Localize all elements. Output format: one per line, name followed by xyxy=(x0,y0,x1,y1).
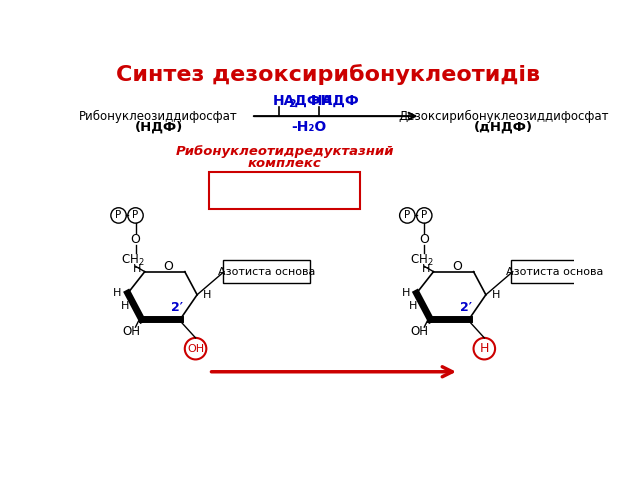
FancyBboxPatch shape xyxy=(511,260,599,283)
Text: O: O xyxy=(452,260,462,273)
Text: OH: OH xyxy=(187,344,204,354)
Text: H: H xyxy=(203,290,211,300)
Text: O: O xyxy=(164,260,173,273)
Text: (НДФ): (НДФ) xyxy=(134,120,183,133)
Text: (дНДФ): (дНДФ) xyxy=(474,120,533,133)
Text: Азотиста основа: Азотиста основа xyxy=(506,267,604,276)
FancyBboxPatch shape xyxy=(209,171,360,208)
Text: CH$_2$: CH$_2$ xyxy=(410,252,434,268)
Text: комплекс: комплекс xyxy=(248,157,322,170)
Text: Рибонуклеозиддифосфат: Рибонуклеозиддифосфат xyxy=(79,109,238,123)
Text: 2′: 2′ xyxy=(460,300,472,313)
Text: H: H xyxy=(133,264,141,274)
Text: H: H xyxy=(492,290,500,300)
Text: -H₂O: -H₂O xyxy=(291,120,326,134)
Text: CH$_2$: CH$_2$ xyxy=(122,252,145,268)
Text: H: H xyxy=(422,264,430,274)
Text: P: P xyxy=(404,210,410,220)
Text: P: P xyxy=(421,210,428,220)
Text: P: P xyxy=(132,210,139,220)
Text: H: H xyxy=(113,288,121,298)
Text: OH: OH xyxy=(122,325,140,338)
Text: НАДФ: НАДФ xyxy=(311,94,360,108)
Text: Синтез дезоксирибонуклеотидів: Синтез дезоксирибонуклеотидів xyxy=(116,64,540,85)
Text: OH: OH xyxy=(411,325,429,338)
Text: H: H xyxy=(479,342,489,355)
FancyBboxPatch shape xyxy=(223,260,310,283)
Text: H: H xyxy=(120,300,129,311)
Text: H: H xyxy=(401,288,410,298)
Text: 2′: 2′ xyxy=(171,300,183,313)
Text: Дезоксирибонуклеозиддифосфат: Дезоксирибонуклеозиддифосфат xyxy=(398,109,609,123)
Text: H: H xyxy=(410,300,418,311)
Text: НАДФН: НАДФН xyxy=(273,94,333,108)
Text: 2: 2 xyxy=(288,99,296,109)
Text: O: O xyxy=(131,233,140,246)
Text: O: O xyxy=(419,233,429,246)
Text: P: P xyxy=(115,210,122,220)
Text: Азотиста основа: Азотиста основа xyxy=(218,267,315,276)
Text: Рибонуклеотидредуктазний: Рибонуклеотидредуктазний xyxy=(175,145,394,158)
